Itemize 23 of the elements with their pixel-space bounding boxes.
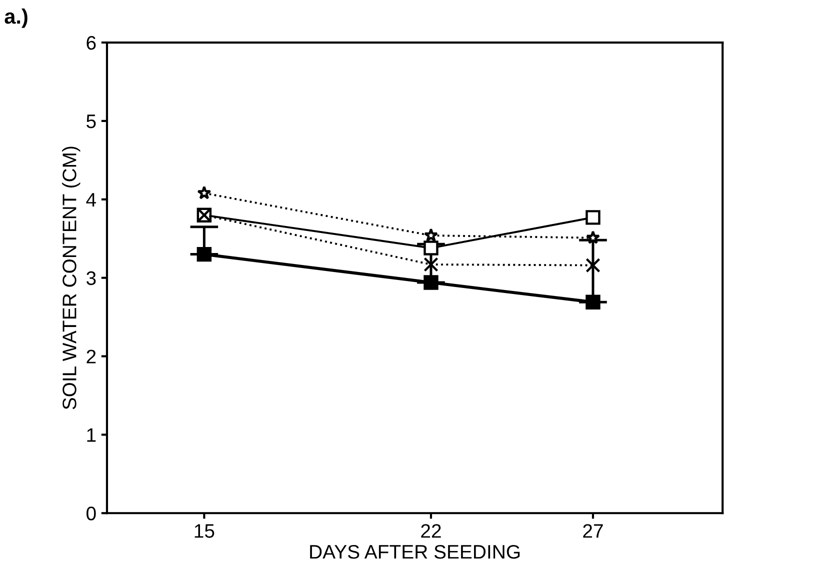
text: a.) (4, 8, 28, 28)
x-tick-label: 15 (194, 524, 214, 538)
y-tick-label: 0 (86, 506, 96, 520)
y-tick-label: 5 (86, 114, 96, 128)
y-tick-label: 4 (86, 193, 96, 206)
x-axis-title: DAYS AFTER SEEDING (310, 544, 520, 559)
point (586, 210, 600, 225)
point (197, 186, 212, 200)
y-tick-label: 2 (86, 350, 96, 364)
point (196, 246, 212, 262)
y-tick-label: 3 (86, 271, 96, 286)
point (586, 230, 600, 244)
point (586, 258, 600, 273)
x-tick-label: 27 (583, 524, 603, 538)
y-axis-title: SOIL WATER CONTENT (CM) (62, 146, 80, 410)
point (424, 257, 438, 272)
point (424, 240, 438, 256)
point (424, 228, 438, 242)
point (586, 294, 600, 310)
x-tick-label: 22 (421, 524, 441, 538)
point (424, 275, 438, 290)
y-tick-label: 6 (86, 36, 96, 50)
y-tick-label: 1 (87, 428, 96, 442)
